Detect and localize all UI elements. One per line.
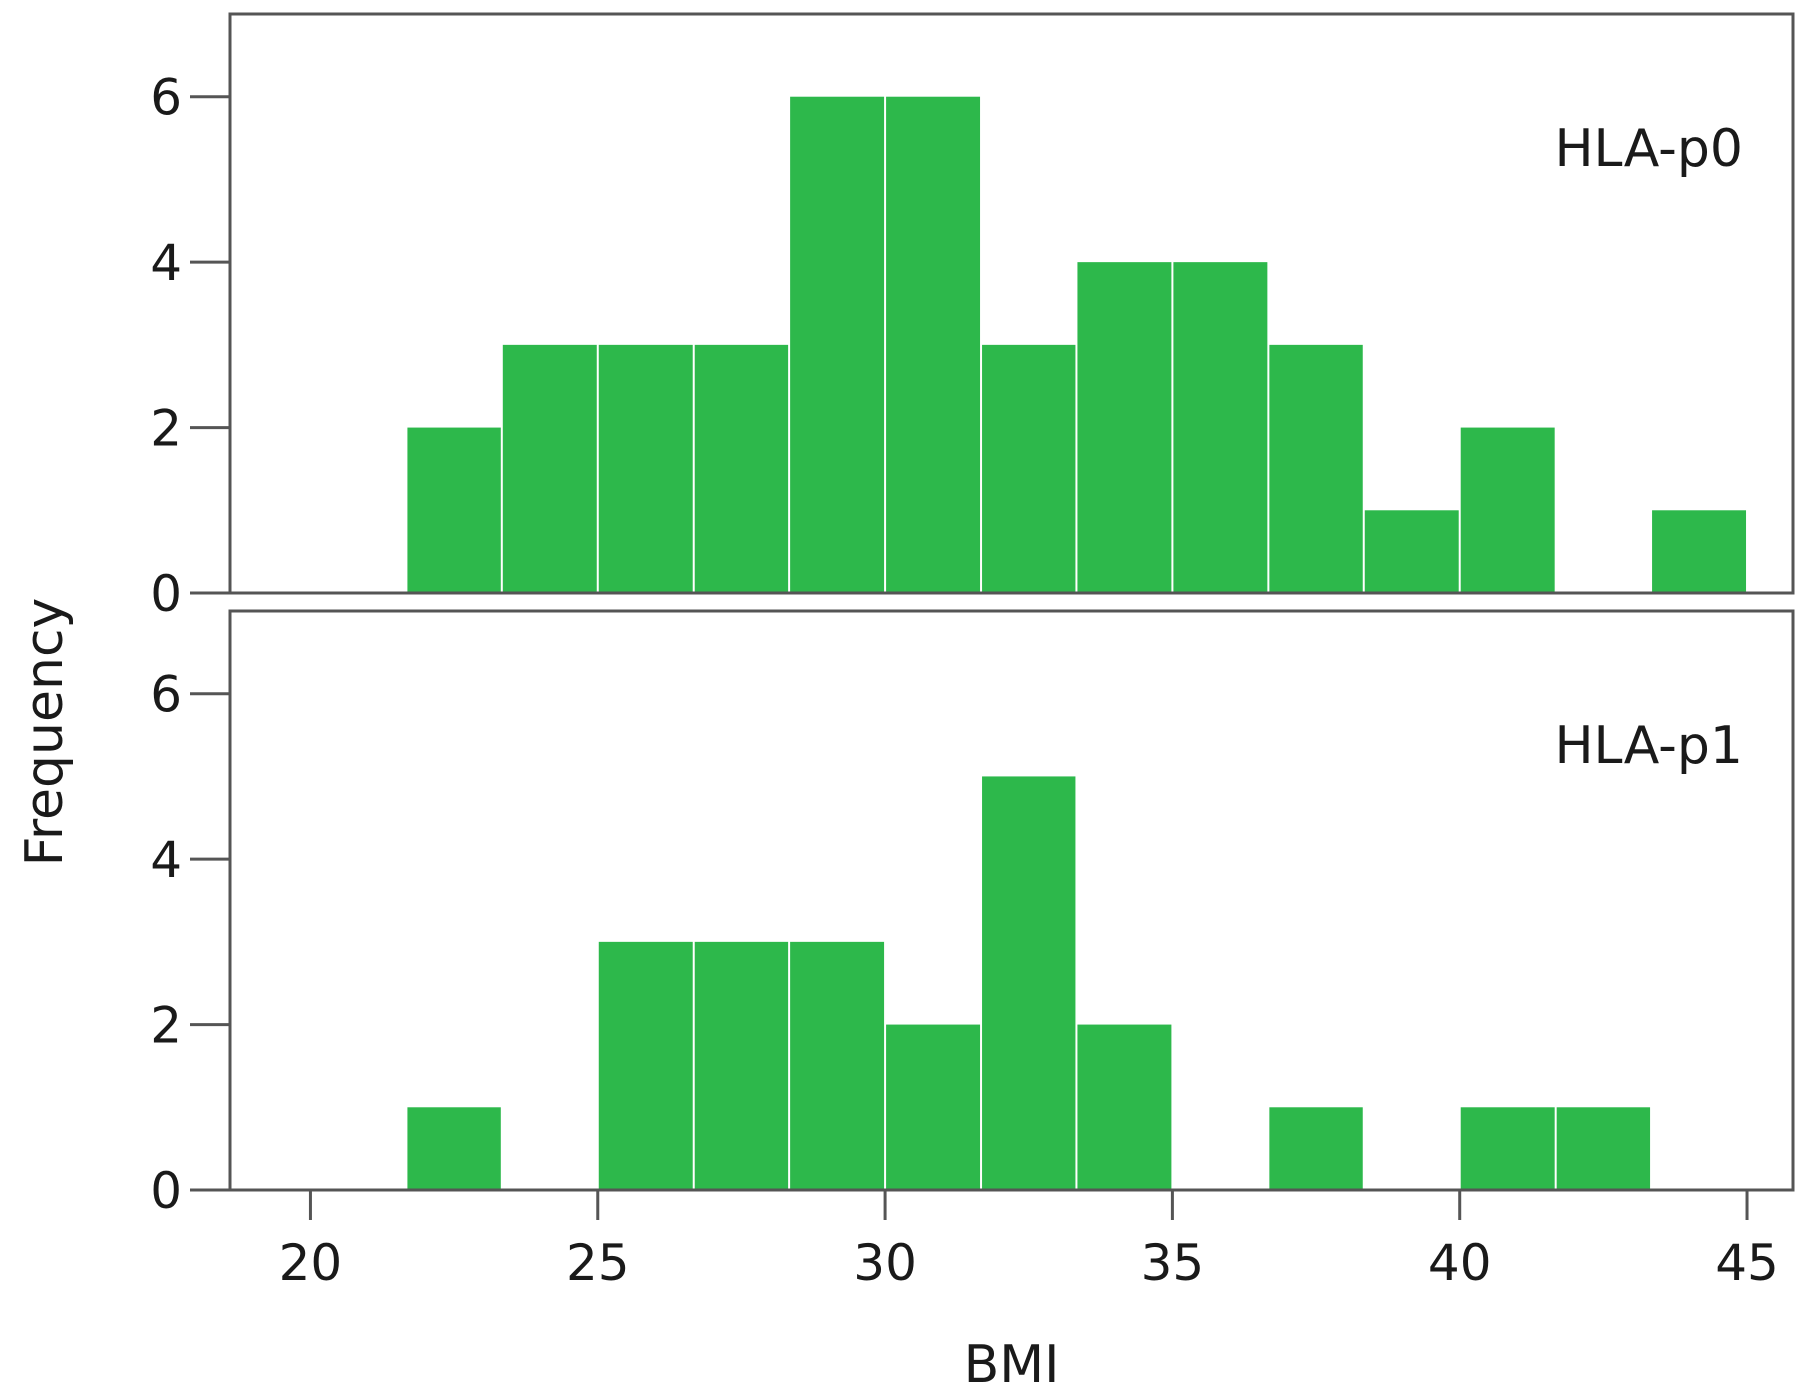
panel-hla-p1: 0 2 4 6 HLA-p1 — [150, 609, 1795, 1220]
histogram-bar — [982, 344, 1076, 593]
histogram-bar — [1269, 344, 1363, 593]
histogram-bar — [694, 941, 789, 1190]
histogram-bar — [1460, 427, 1555, 593]
histogram-bar — [1077, 1024, 1172, 1190]
y-tick-label: 2 — [150, 400, 182, 458]
panel-frame — [228, 609, 1795, 1192]
histogram-bar — [1077, 262, 1172, 593]
histogram-bar — [598, 941, 693, 1190]
x-tick-label: 35 — [1141, 1234, 1205, 1292]
panel-hla-p0: 0 2 4 6 HLA-p0 — [150, 12, 1795, 623]
histogram-bar — [407, 427, 501, 593]
histogram-bar — [502, 344, 597, 593]
x-axis-title: BMI — [964, 1335, 1060, 1395]
y-tick-label: 6 — [150, 666, 182, 724]
y-axis-hla-p1: 0 2 4 6 — [150, 666, 230, 1220]
histogram-bar — [1173, 262, 1268, 593]
histogram-bar — [790, 96, 885, 593]
y-tick-label: 4 — [150, 831, 182, 889]
histogram-bar — [598, 344, 693, 593]
histogram-bar — [790, 941, 885, 1190]
histogram-bar — [694, 344, 789, 593]
x-tick-label: 25 — [566, 1234, 630, 1292]
histogram-bar — [407, 1107, 501, 1190]
histogram-bar — [886, 96, 981, 593]
histogram-bar — [1364, 510, 1459, 593]
histogram-bar — [1269, 1107, 1363, 1190]
histogram-bar — [886, 1024, 981, 1190]
y-tick-label: 2 — [150, 997, 182, 1055]
x-tick-label: 20 — [279, 1234, 343, 1292]
y-tick-label: 4 — [150, 234, 182, 292]
panel-frame — [228, 12, 1795, 595]
x-tick-label: 45 — [1715, 1234, 1779, 1292]
x-tick-label: 40 — [1428, 1234, 1492, 1292]
bars-hla-p1 — [407, 776, 1651, 1190]
histogram-bar — [1556, 1107, 1651, 1190]
bars-hla-p0 — [407, 96, 1747, 593]
y-tick-label: 0 — [150, 565, 182, 623]
panel-label-hla-p0: HLA-p0 — [1554, 119, 1743, 179]
x-tick-label: 30 — [853, 1234, 917, 1292]
x-axis: 20 25 30 35 40 45 — [279, 1190, 1779, 1292]
histogram-bar — [1652, 510, 1747, 593]
y-axis-title: Frequency — [15, 598, 75, 867]
histogram-bar — [1460, 1107, 1555, 1190]
y-axis-hla-p0: 0 2 4 6 — [150, 69, 230, 623]
y-tick-label: 6 — [150, 69, 182, 127]
panel-label-hla-p1: HLA-p1 — [1554, 716, 1743, 776]
histogram-bar — [982, 776, 1076, 1190]
y-tick-label: 0 — [150, 1162, 182, 1220]
